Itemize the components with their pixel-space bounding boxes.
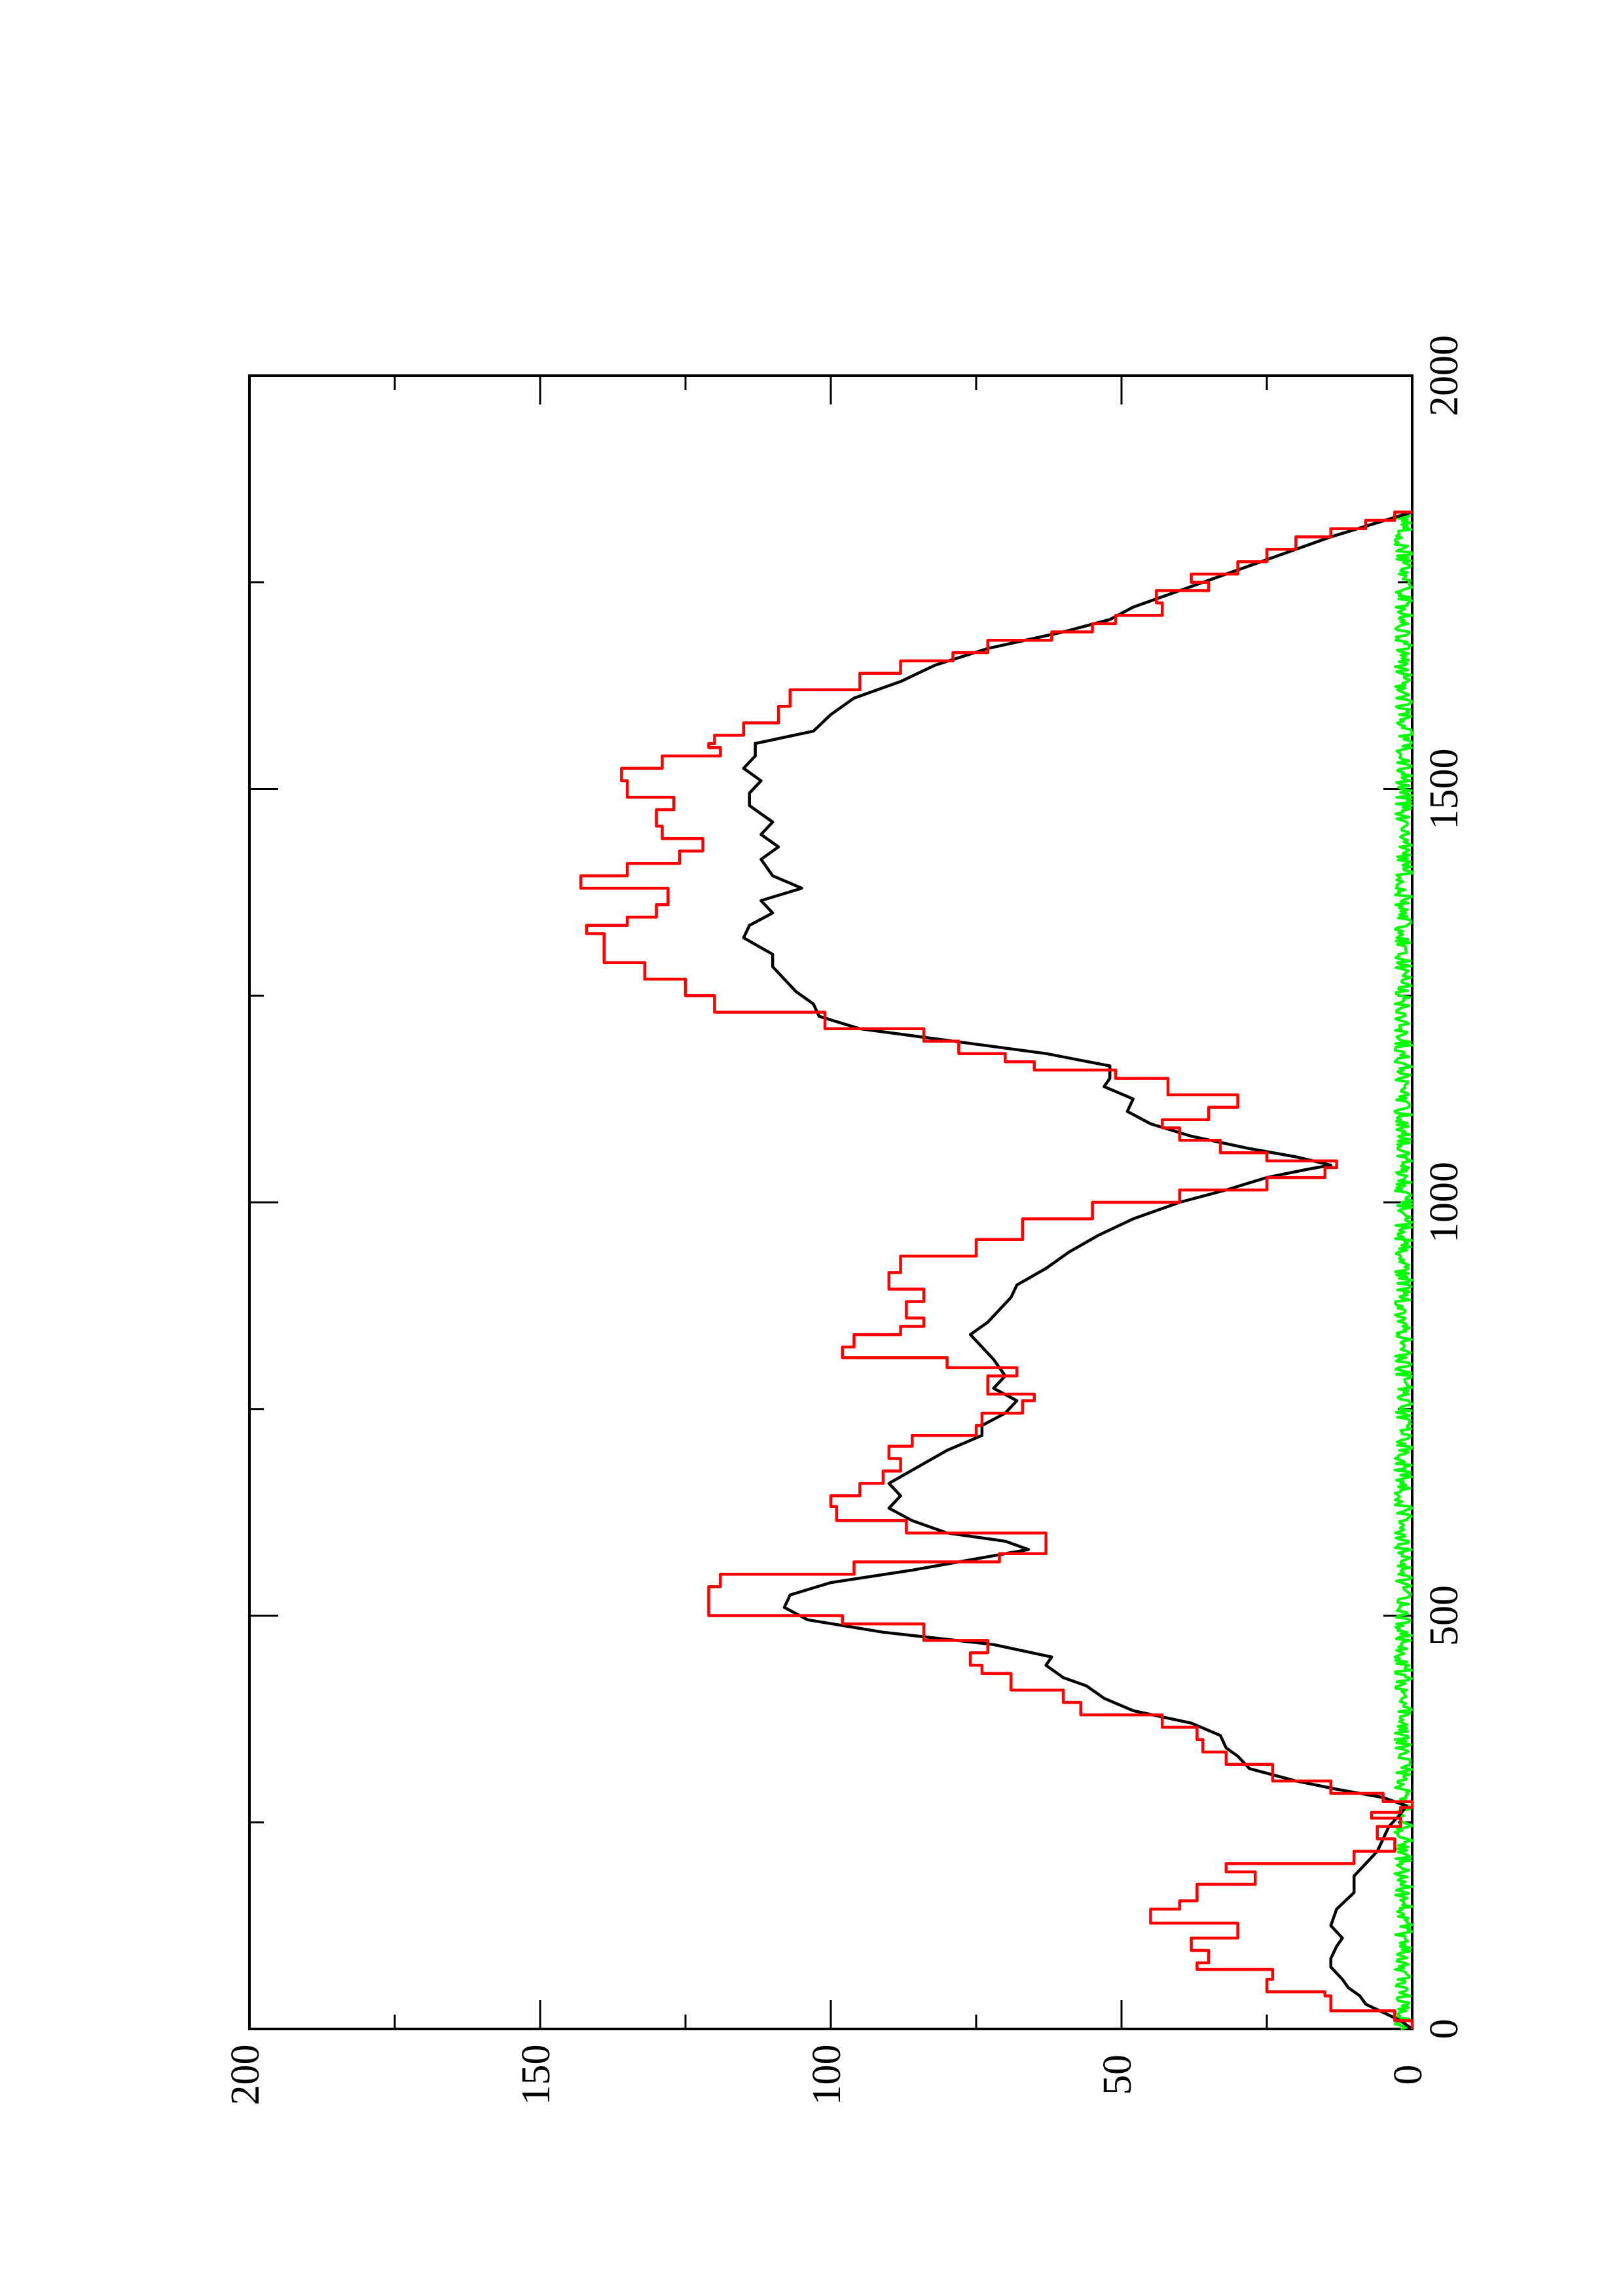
y-tick-label: 0: [1386, 2065, 1431, 2085]
y-tick-label: 200: [223, 2045, 268, 2106]
series-line-1: [742, 511, 1413, 2030]
x-tick-label: 2000: [1422, 335, 1467, 416]
x-tick-label: 500: [1422, 1585, 1467, 1646]
x-tick-label: 1000: [1422, 1162, 1467, 1243]
tick-labels: 0 500 1000 1500 2000 0 50 100 150 200: [223, 335, 1467, 2106]
series-layer: [579, 511, 1414, 2030]
x-tick-label: 0: [1422, 2019, 1467, 2039]
x-tick-label: 1500: [1422, 749, 1467, 830]
axis-ticks: [248, 374, 1413, 2030]
y-tick-label: 100: [805, 2045, 849, 2106]
y-tick-label: 150: [514, 2045, 558, 2106]
series-line-2: [1393, 512, 1413, 2030]
series-line-0: [579, 511, 1414, 2029]
plot-frame: [248, 374, 1413, 2030]
y-tick-label: 50: [1095, 2054, 1140, 2095]
